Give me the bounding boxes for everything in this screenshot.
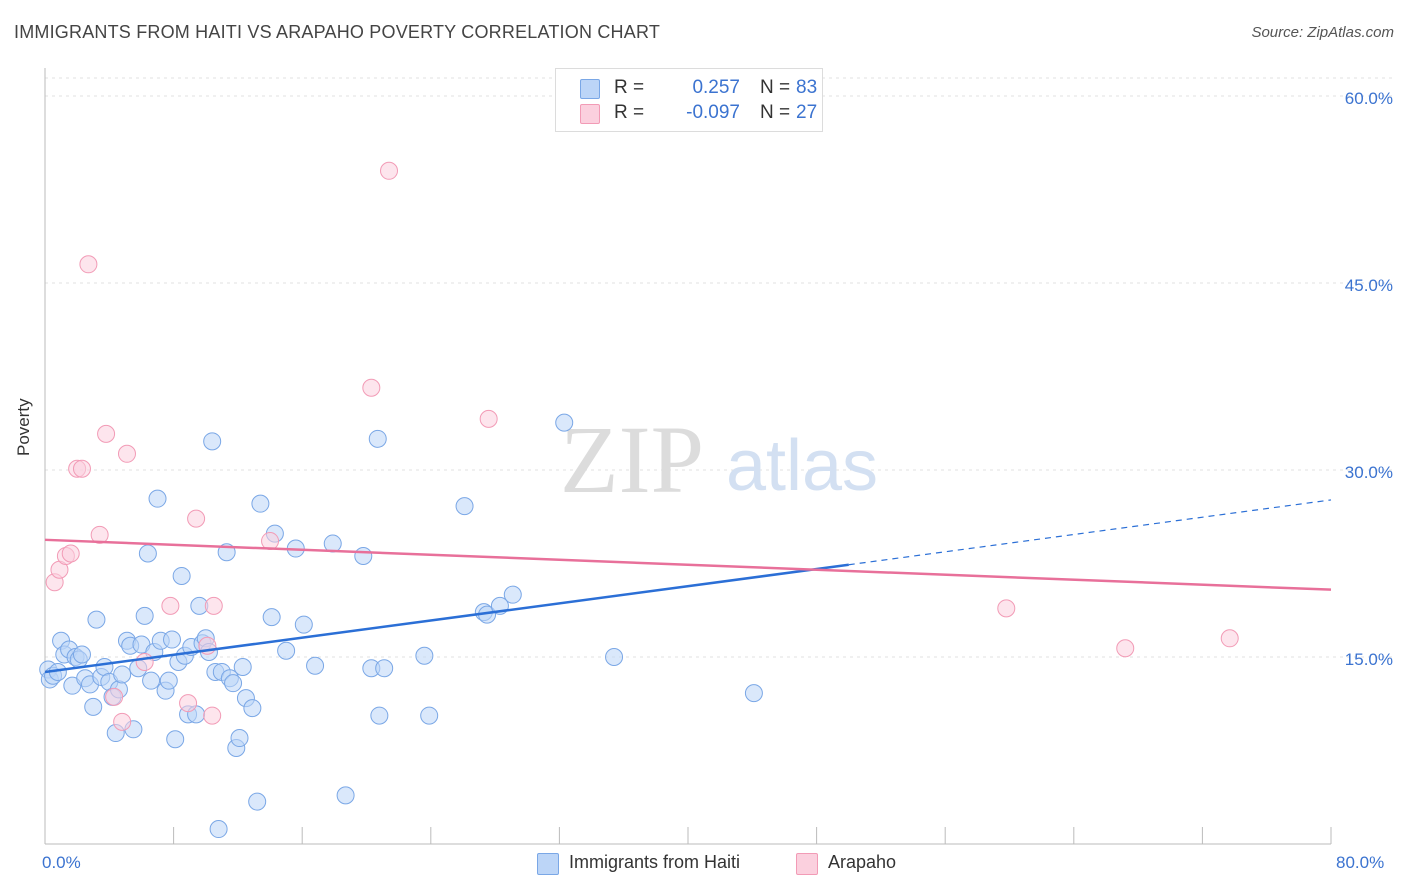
arapaho-point bbox=[135, 652, 154, 671]
legend-swatch-haiti bbox=[537, 853, 559, 875]
n-value: 83 bbox=[796, 77, 818, 98]
arapaho-point bbox=[204, 596, 223, 615]
haiti-point bbox=[370, 706, 389, 725]
haiti-point bbox=[368, 429, 387, 448]
arapaho-point bbox=[105, 687, 124, 706]
haiti-point bbox=[162, 630, 181, 649]
haiti-point bbox=[95, 657, 114, 676]
r-label: R = bbox=[614, 77, 645, 98]
y-tick-label: 15.0% bbox=[1345, 650, 1393, 669]
arapaho-point bbox=[161, 596, 180, 615]
haiti-point bbox=[455, 497, 474, 516]
x-tick-label-min: 0.0% bbox=[42, 853, 81, 872]
watermark-zip: ZIP bbox=[560, 406, 704, 513]
haiti-trend-line bbox=[44, 563, 849, 674]
y-axis-label: Poverty bbox=[14, 398, 33, 456]
n-label: N = bbox=[760, 77, 791, 98]
data-points bbox=[39, 161, 1239, 839]
y-tick-label: 45.0% bbox=[1345, 276, 1393, 295]
haiti-point bbox=[744, 684, 763, 703]
watermark: ZIP atlas bbox=[560, 406, 878, 513]
arapaho-point bbox=[117, 444, 136, 463]
legend-swatch-arapaho bbox=[796, 853, 818, 875]
haiti-point bbox=[87, 610, 106, 629]
arapaho-point bbox=[380, 161, 399, 180]
haiti-point bbox=[224, 674, 243, 693]
n-label: N = bbox=[760, 102, 791, 123]
arapaho-point bbox=[97, 424, 116, 443]
arapaho-point bbox=[113, 712, 132, 731]
haiti-point bbox=[135, 606, 154, 625]
arapaho-trend-line bbox=[44, 538, 1332, 591]
haiti-point bbox=[113, 665, 132, 684]
haiti-point bbox=[148, 489, 167, 508]
arapaho-point bbox=[261, 532, 280, 551]
haiti-point bbox=[84, 697, 103, 716]
stats-box: R = 0.257 N = 83 R = -0.097 N = 27 bbox=[555, 68, 823, 132]
haiti-trend-line-extension bbox=[848, 499, 1332, 566]
haiti-point bbox=[138, 544, 157, 563]
stats-swatch-arapaho bbox=[580, 104, 600, 124]
haiti-point bbox=[420, 706, 439, 725]
haiti-point bbox=[277, 641, 296, 660]
haiti-point bbox=[209, 820, 228, 839]
r-label: R = bbox=[614, 102, 645, 123]
x-tick-label-max: 80.0% bbox=[1336, 853, 1385, 872]
haiti-point bbox=[243, 699, 262, 718]
arapaho-point bbox=[1116, 639, 1135, 658]
arapaho-point bbox=[997, 599, 1016, 618]
y-tick-label: 60.0% bbox=[1345, 89, 1393, 108]
arapaho-point bbox=[72, 459, 91, 478]
haiti-point bbox=[248, 792, 267, 811]
legend-label-arapaho: Arapaho bbox=[828, 852, 897, 872]
haiti-point bbox=[555, 413, 574, 432]
arapaho-point bbox=[179, 694, 198, 713]
haiti-point bbox=[262, 608, 281, 627]
haiti-point bbox=[306, 656, 325, 675]
haiti-point bbox=[166, 730, 185, 749]
arapaho-point bbox=[61, 544, 80, 563]
haiti-point bbox=[503, 585, 522, 604]
haiti-point bbox=[159, 671, 178, 690]
arapaho-point bbox=[187, 509, 206, 528]
arapaho-point bbox=[90, 525, 109, 544]
haiti-point bbox=[72, 645, 91, 664]
legend-label-haiti: Immigrants from Haiti bbox=[569, 852, 741, 872]
arapaho-point bbox=[479, 409, 498, 428]
haiti-point bbox=[251, 494, 270, 513]
trend-lines bbox=[44, 499, 1332, 674]
arapaho-point bbox=[1220, 629, 1239, 648]
watermark-atlas: atlas bbox=[726, 426, 878, 506]
gridlines bbox=[45, 77, 1394, 658]
y-tick-labels: 15.0% 30.0% 45.0% 60.0% bbox=[1345, 89, 1393, 669]
stats-swatch-haiti bbox=[580, 79, 600, 99]
haiti-point bbox=[415, 646, 434, 665]
haiti-point bbox=[230, 729, 249, 748]
y-tick-label: 30.0% bbox=[1345, 463, 1393, 482]
haiti-point bbox=[203, 432, 222, 451]
haiti-point bbox=[354, 547, 373, 566]
haiti-point bbox=[233, 657, 252, 676]
r-value: -0.097 bbox=[686, 102, 740, 123]
n-value: 27 bbox=[796, 102, 818, 123]
axes bbox=[44, 68, 1332, 845]
haiti-point bbox=[142, 671, 161, 690]
haiti-point bbox=[375, 659, 394, 678]
arapaho-point bbox=[79, 255, 98, 274]
arapaho-point bbox=[203, 706, 222, 725]
source-label: Source: ZipAtlas.com bbox=[1251, 24, 1394, 41]
chart-title: IMMIGRANTS FROM HAITI VS ARAPAHO POVERTY… bbox=[14, 22, 661, 42]
haiti-point bbox=[605, 648, 624, 666]
haiti-point bbox=[294, 615, 313, 634]
haiti-point bbox=[336, 786, 355, 805]
arapaho-point bbox=[362, 378, 381, 397]
haiti-point bbox=[172, 566, 191, 585]
r-value: 0.257 bbox=[692, 77, 740, 98]
